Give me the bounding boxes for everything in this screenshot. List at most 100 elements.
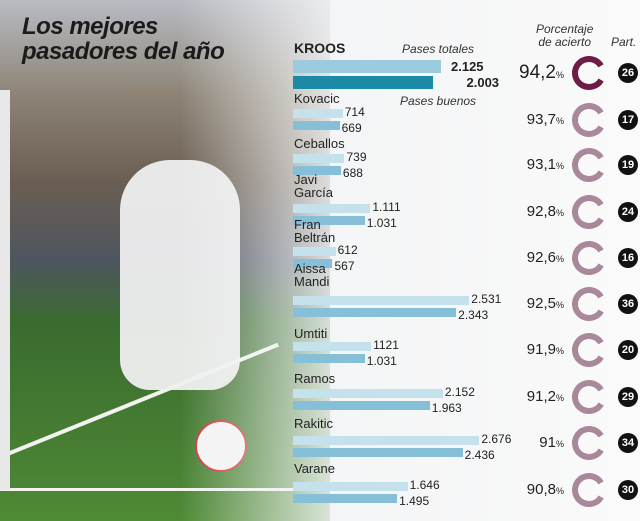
- bar-good: [293, 401, 430, 410]
- accuracy-ring: [572, 287, 606, 321]
- bar-total: [293, 296, 470, 305]
- ring-arc: [572, 287, 606, 321]
- accuracy-unit: %: [555, 161, 564, 171]
- ring-arc: [572, 473, 606, 507]
- accuracy-unit: %: [555, 346, 564, 356]
- accuracy-label: 91%: [494, 434, 564, 451]
- ring-arc: [572, 333, 606, 367]
- header-part: Part.: [611, 35, 637, 49]
- value-total: 1.646: [409, 478, 440, 492]
- accuracy-label: 91,2%: [494, 388, 564, 405]
- accuracy-ring: [572, 148, 606, 182]
- accuracy-unit: %: [555, 300, 564, 310]
- matches-badge: 16: [618, 248, 638, 268]
- player-name: Fran Beltrán: [294, 217, 336, 245]
- pitch-line: [0, 488, 300, 491]
- value-good: 1.495: [399, 494, 430, 508]
- title-line-1: Los mejores: [22, 13, 158, 40]
- accuracy-value: 92,6: [526, 249, 556, 266]
- accuracy-label: 93,1%: [494, 156, 564, 173]
- value-good: 2.436: [464, 448, 495, 462]
- accuracy-label: 94,2%: [494, 62, 564, 84]
- value-good: 1.031: [366, 354, 397, 368]
- accuracy-unit: %: [555, 208, 564, 218]
- accuracy-unit: %: [555, 254, 564, 264]
- player-name: Umtiti: [294, 326, 328, 341]
- ring-arc: [572, 241, 606, 275]
- accuracy-unit: %: [555, 486, 564, 496]
- ring-arc: [572, 426, 606, 460]
- matches-badge: 19: [618, 155, 638, 175]
- accuracy-ring: [572, 195, 606, 229]
- ring-arc: [572, 56, 606, 90]
- bar-good: [293, 76, 433, 89]
- accuracy-value: 93,7: [526, 111, 556, 128]
- value-total: 1.111: [372, 200, 401, 214]
- chart-title: Los mejores pasadores del año: [22, 13, 225, 64]
- bar-good: [293, 259, 333, 268]
- accuracy-label: 92,5%: [494, 295, 564, 312]
- value-total: 1121: [373, 338, 399, 352]
- bar-good: [293, 354, 365, 363]
- accuracy-value: 91,9: [526, 341, 556, 358]
- player-name: Ceballos: [294, 136, 345, 151]
- matches-badge: 29: [618, 387, 638, 407]
- player-name: Rakitic: [294, 416, 334, 431]
- accuracy-ring: [572, 103, 606, 137]
- accuracy-value: 93,1: [526, 156, 556, 173]
- header-pct: Porcentaje de acierto: [536, 23, 593, 49]
- accuracy-unit: %: [555, 116, 564, 126]
- value-good: 1.963: [431, 401, 462, 415]
- accuracy-ring: [572, 56, 606, 90]
- bar-total: [293, 389, 443, 398]
- accuracy-unit: %: [555, 439, 564, 449]
- accuracy-value: 94,2: [519, 62, 556, 83]
- player-name: Aissa Mandi: [294, 261, 330, 289]
- player-name: Kovacic: [294, 91, 340, 106]
- header-total: Pases totales: [402, 42, 475, 56]
- bar-good: [293, 494, 398, 503]
- player-name: Varane: [294, 461, 335, 476]
- bar-total: [293, 247, 336, 256]
- value-good: 2.343: [458, 308, 489, 322]
- player-name: Ramos: [294, 371, 336, 386]
- accuracy-label: 93,7%: [494, 111, 564, 128]
- bar-total: [293, 109, 343, 118]
- header-pct-line1: Porcentaje: [536, 22, 594, 36]
- value-good: 1.031: [366, 216, 397, 230]
- bar-good: [293, 448, 463, 457]
- value-total: 714: [344, 105, 365, 119]
- bar-total: [293, 60, 441, 73]
- player-name: Javi García: [294, 172, 334, 200]
- accuracy-unit: %: [555, 70, 564, 80]
- header-good: Pases buenos: [400, 94, 477, 108]
- value-total: 2.125: [451, 59, 484, 74]
- value-good: 688: [342, 166, 363, 180]
- bar-good: [293, 166, 341, 175]
- bar-good: [293, 308, 457, 317]
- accuracy-value: 91: [539, 434, 556, 451]
- accuracy-ring: [572, 426, 606, 460]
- accuracy-label: 92,6%: [494, 249, 564, 266]
- accuracy-unit: %: [555, 393, 564, 403]
- bar-total: [293, 154, 345, 163]
- accuracy-label: 90,8%: [494, 481, 564, 498]
- ring-arc: [572, 148, 606, 182]
- value-good: 567: [334, 259, 355, 273]
- bar-good: [293, 121, 340, 130]
- bar-total: [293, 482, 408, 491]
- header-pct-line2: de acierto: [538, 35, 592, 49]
- value-good: 2.003: [466, 75, 500, 90]
- accuracy-label: 92,8%: [494, 203, 564, 220]
- value-total: 2.152: [444, 385, 475, 399]
- value-total: 612: [337, 243, 358, 257]
- player-name: KROOS: [294, 40, 346, 56]
- accuracy-value: 92,8: [526, 203, 556, 220]
- value-total: 2.676: [481, 432, 512, 446]
- matches-badge: 36: [618, 294, 638, 314]
- matches-badge: 20: [618, 340, 638, 360]
- bar-total: [293, 342, 372, 351]
- matches-badge: 26: [618, 63, 638, 83]
- ring-arc: [572, 195, 606, 229]
- accuracy-value: 90,8: [526, 481, 556, 498]
